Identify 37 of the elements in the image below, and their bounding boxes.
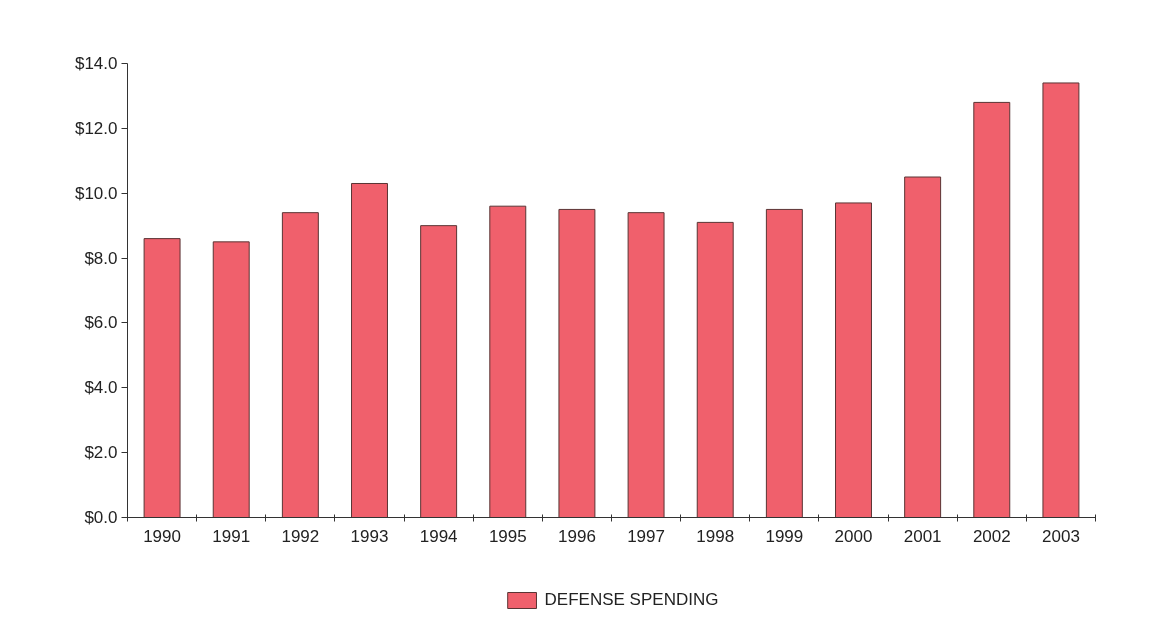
- x-tick-label: 1992: [281, 526, 320, 546]
- bar: [420, 225, 458, 518]
- y-tick-label: $10.0: [74, 183, 118, 203]
- x-tick-label: 1991: [212, 526, 251, 546]
- bar: [627, 212, 665, 518]
- x-tick-label: 1996: [558, 526, 596, 546]
- bar: [1042, 82, 1080, 518]
- legend-label: DEFENSE SPENDING: [544, 590, 719, 610]
- y-tick-label: $4.0: [84, 378, 118, 398]
- x-tick-label: 1998: [696, 526, 735, 546]
- bar: [904, 176, 942, 518]
- bar: [351, 182, 388, 518]
- bar: [696, 221, 734, 518]
- x-tick-label: 2002: [972, 526, 1011, 546]
- x-tick-label: 2001: [903, 526, 942, 546]
- x-tick-label: 1995: [488, 526, 527, 546]
- x-tick-label: 1999: [765, 526, 804, 546]
- y-tick-label: $12.0: [74, 118, 118, 138]
- y-tick-label: $14.0: [74, 54, 118, 73]
- x-tick-label: 1994: [419, 526, 458, 546]
- bar: [212, 241, 250, 518]
- x-tick-label: 1997: [627, 526, 665, 546]
- y-tick-label: $2.0: [84, 443, 118, 463]
- x-tick-label: 1990: [143, 526, 181, 546]
- bar: [143, 238, 181, 518]
- bar: [765, 208, 803, 518]
- bar: [489, 205, 527, 518]
- bar: [973, 101, 1011, 518]
- x-tick-label: 1993: [350, 526, 389, 546]
- x-tick-label: 2000: [834, 526, 873, 546]
- y-tick-label: $8.0: [84, 248, 118, 268]
- x-tick-label: 2003: [1042, 526, 1080, 546]
- bar: [835, 202, 872, 518]
- y-tick-label: $6.0: [84, 313, 118, 333]
- y-tick-label: $0.0: [84, 508, 118, 527]
- bar: [281, 212, 319, 518]
- bar: [558, 208, 596, 518]
